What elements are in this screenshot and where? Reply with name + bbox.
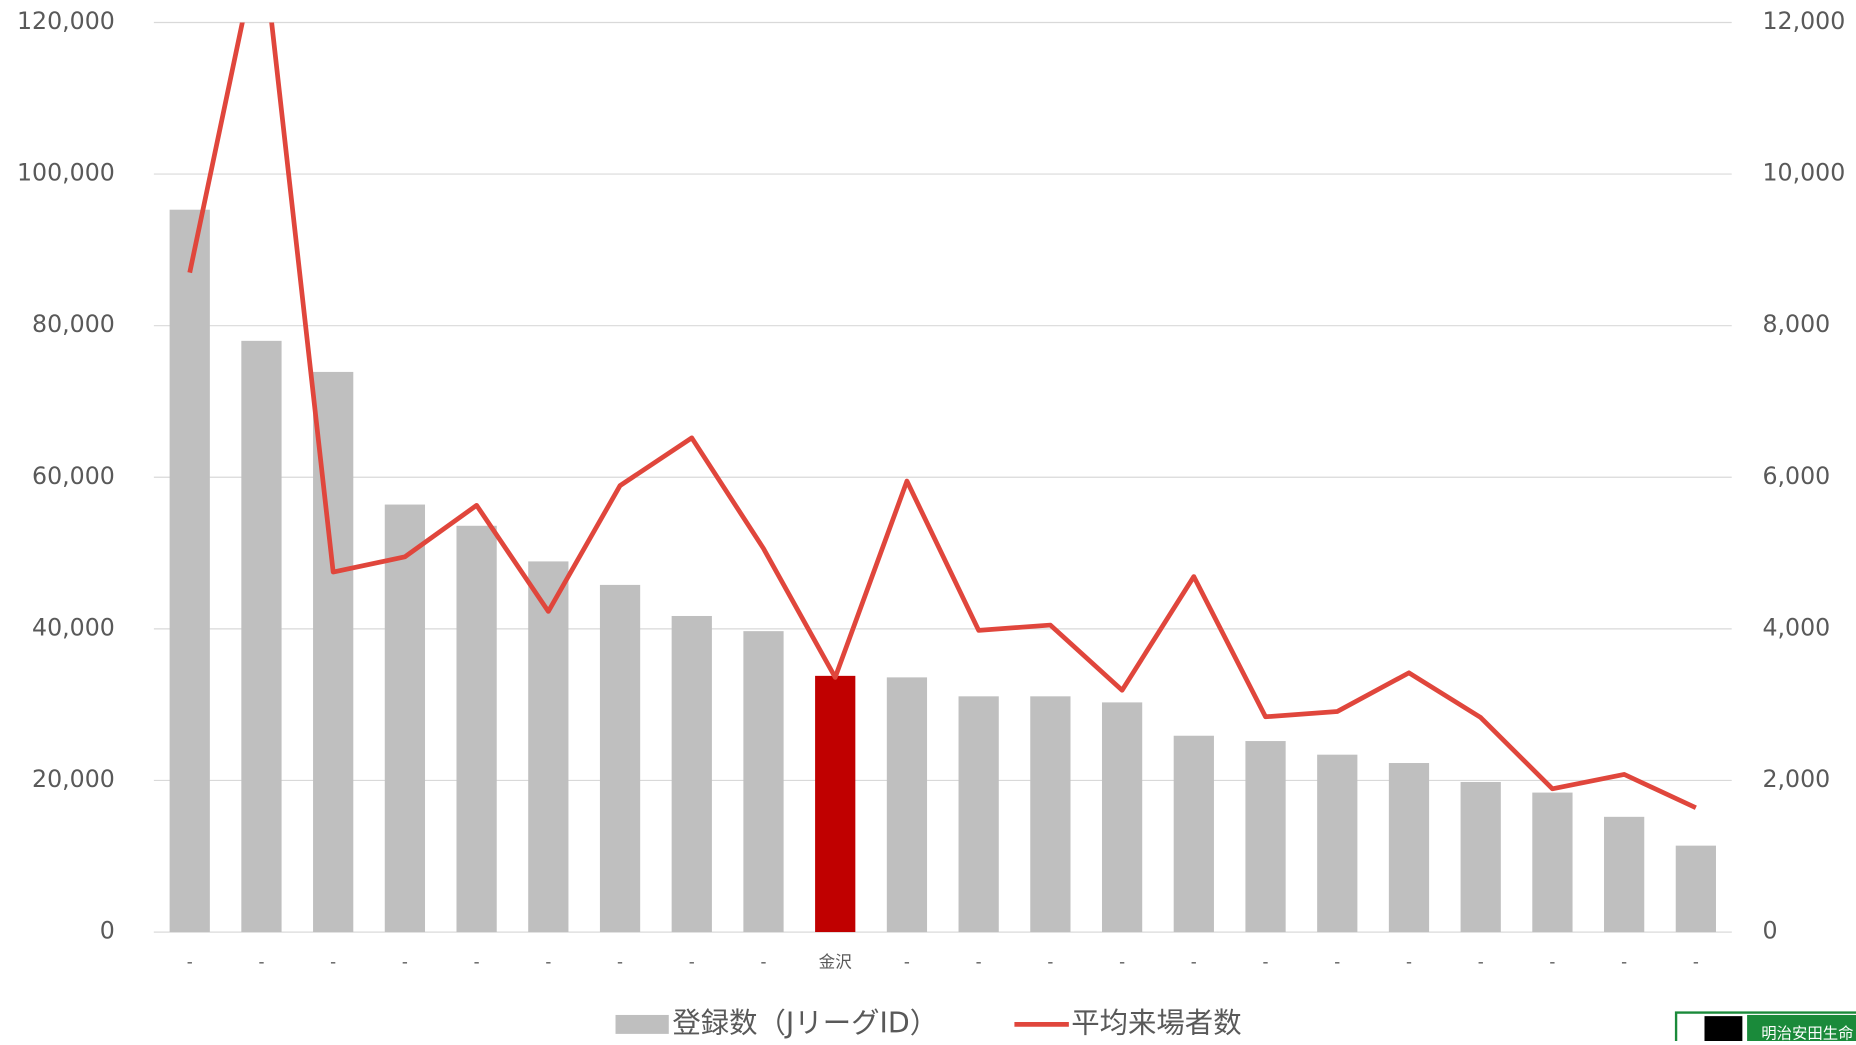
y-tick-label: 40,000 — [32, 613, 115, 641]
bar — [1675, 845, 1716, 933]
y-tick-label: 60,000 — [32, 462, 115, 490]
x-tick-label: - — [1119, 952, 1125, 971]
bar — [169, 209, 210, 933]
bar — [1317, 754, 1358, 933]
x-tick-label: - — [474, 952, 480, 971]
bar — [1460, 781, 1501, 933]
legend-swatch — [615, 1014, 669, 1034]
bar — [599, 584, 641, 933]
x-tick-label: - — [1406, 952, 1412, 971]
x-tick-label: - — [761, 952, 767, 971]
bar — [1604, 816, 1645, 933]
x-tick-label: 金沢 — [819, 952, 853, 971]
bar — [241, 340, 282, 933]
bar — [958, 696, 999, 933]
bar — [1245, 741, 1286, 933]
x-tick-label: - — [1621, 952, 1627, 971]
x-tick-label: - — [1549, 952, 1555, 971]
bar — [815, 675, 856, 933]
bar — [528, 561, 569, 933]
y2-tick-label: 6,000 — [1762, 462, 1830, 490]
logo-icon — [1704, 1016, 1743, 1045]
bar — [743, 631, 784, 933]
bar — [1101, 702, 1143, 933]
x-tick-label: - — [1263, 952, 1269, 971]
y2-tick-label: 4,000 — [1762, 613, 1830, 641]
bar — [1173, 735, 1214, 933]
bar — [1030, 696, 1071, 933]
x-tick-label: - — [1047, 952, 1053, 971]
y2-tick-label: 8,000 — [1762, 310, 1830, 338]
x-tick-label: - — [1478, 952, 1484, 971]
y-tick-label: 20,000 — [32, 765, 115, 793]
x-tick-label: - — [1191, 952, 1197, 971]
y2-tick-label: 2,000 — [1762, 765, 1830, 793]
logo-band — [1747, 1014, 1856, 1045]
x-tick-label: - — [545, 952, 551, 971]
x-tick-label: - — [904, 952, 910, 971]
y-tick-label: 120,000 — [17, 7, 115, 35]
x-tick-label: - — [330, 952, 336, 971]
y-tick-label: 100,000 — [17, 159, 115, 187]
y2-tick-label: 10,000 — [1762, 159, 1845, 187]
logo-text: 明治安田生命 — [1761, 1024, 1853, 1041]
x-tick-label: - — [402, 952, 408, 971]
x-tick-label: - — [617, 952, 623, 971]
bar — [1388, 763, 1430, 933]
x-tick-label: - — [976, 952, 982, 971]
x-tick-label: - — [1334, 952, 1340, 971]
x-tick-label: - — [258, 952, 264, 971]
y-tick-label: 0 — [100, 917, 115, 945]
bar — [671, 615, 712, 933]
x-tick-label: - — [1693, 952, 1699, 971]
bar — [1532, 792, 1573, 933]
legend-label: 平均来場者数 — [1071, 1006, 1241, 1039]
y2-tick-label: 12,000 — [1762, 7, 1845, 35]
x-tick-label: - — [689, 952, 695, 971]
legend-label: 登録数（JリーグID） — [672, 1006, 938, 1039]
x-tick-label: - — [187, 952, 193, 971]
bar — [384, 504, 426, 933]
line — [187, 22, 1697, 810]
y2-tick-label: 0 — [1762, 917, 1777, 945]
bar — [886, 677, 928, 933]
y-tick-label: 80,000 — [32, 310, 115, 338]
bar — [456, 525, 497, 933]
